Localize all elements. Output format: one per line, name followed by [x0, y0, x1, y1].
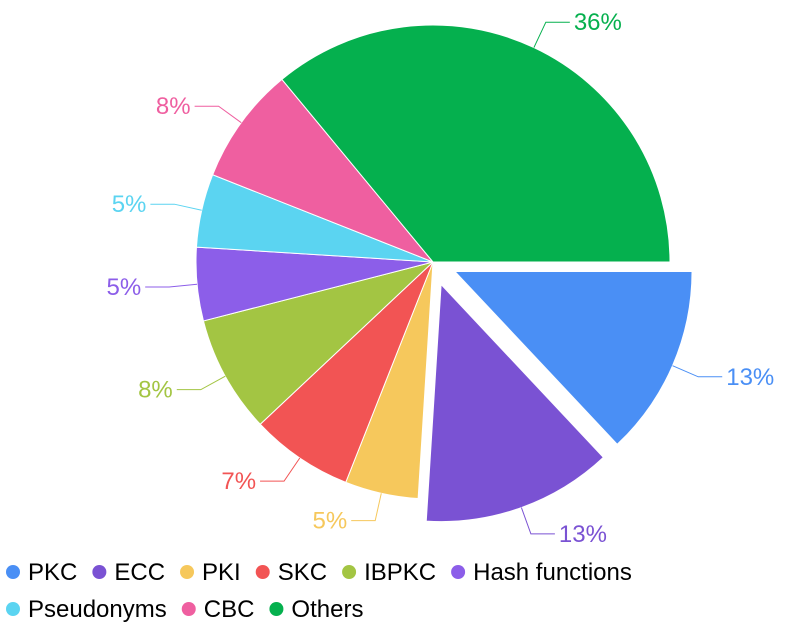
leader-line-cbc	[194, 105, 242, 124]
leader-line-hash-functions	[145, 283, 198, 288]
legend-item-pki: PKI	[180, 559, 241, 586]
slice-pkc	[453, 271, 693, 446]
leader-line-pkc	[672, 365, 723, 378]
label-pseudonyms: 5%	[112, 191, 147, 218]
legend-marker-ecc	[92, 565, 107, 579]
legend-label-ibpkc: IBPKC	[364, 559, 436, 586]
label-others: 36%	[574, 9, 622, 36]
legend-item-skc: SKC	[255, 559, 327, 586]
slice-cbc	[211, 78, 434, 263]
label-ibpkc: 8%	[138, 377, 173, 404]
label-ecc: 13%	[559, 521, 607, 548]
legend-label-pseudonyms: Pseudonyms	[28, 596, 167, 623]
leader-line-ecc	[520, 507, 555, 535]
legend-item-cbc: CBC	[181, 596, 255, 623]
legend-label-skc: SKC	[278, 559, 327, 586]
label-hash-functions: 5%	[106, 274, 141, 301]
slice-others	[281, 24, 671, 263]
legend-marker-pkc	[6, 565, 20, 579]
legend-item-pkc: PKC	[6, 559, 77, 586]
legend-label-pki: PKI	[202, 559, 241, 586]
legend-label-pkc: PKC	[28, 559, 77, 586]
legend-label-ecc: ECC	[114, 559, 165, 586]
label-pki: 5%	[313, 508, 348, 535]
legend-item-ibpkc: IBPKC	[342, 559, 436, 586]
legend-marker-ibpkc	[342, 565, 357, 579]
legend-item-ecc: ECC	[92, 559, 165, 586]
legend-marker-cbc	[181, 602, 196, 616]
legend-item-pseudonyms: Pseudonyms	[6, 596, 167, 623]
leader-line-skc	[260, 457, 301, 482]
leader-line-others	[533, 21, 570, 48]
label-skc: 7%	[221, 468, 256, 495]
leader-line-pseudonyms	[150, 203, 202, 211]
pie-slices	[195, 24, 693, 523]
legend-label-hash-functions: Hash functions	[473, 559, 632, 586]
legend-label-others: Others	[291, 596, 363, 623]
legend-marker-pseudonyms	[6, 602, 20, 616]
label-pkc: 13%	[726, 364, 774, 391]
legend-item-hash-functions: Hash functions	[451, 559, 632, 586]
legend-item-others: Others	[269, 596, 363, 623]
pie-labels: 13% 13% 5% 7% 8% 5% 5% 8% 36%	[106, 9, 774, 548]
legend-label-cbc: CBC	[204, 596, 255, 623]
legend: PKC ECC PKI SKC IBPKC Hash functions Pseudonym…	[6, 559, 632, 623]
legend-marker-pki	[180, 565, 195, 579]
leader-line-pki	[351, 493, 382, 522]
label-cbc: 8%	[156, 93, 191, 120]
slice-skc	[259, 261, 434, 484]
legend-marker-skc	[255, 565, 270, 579]
legend-marker-others	[269, 602, 284, 616]
slice-ecc	[425, 283, 605, 523]
legend-marker-hash-functions	[451, 565, 466, 579]
leader-line-ibpkc	[176, 375, 226, 391]
